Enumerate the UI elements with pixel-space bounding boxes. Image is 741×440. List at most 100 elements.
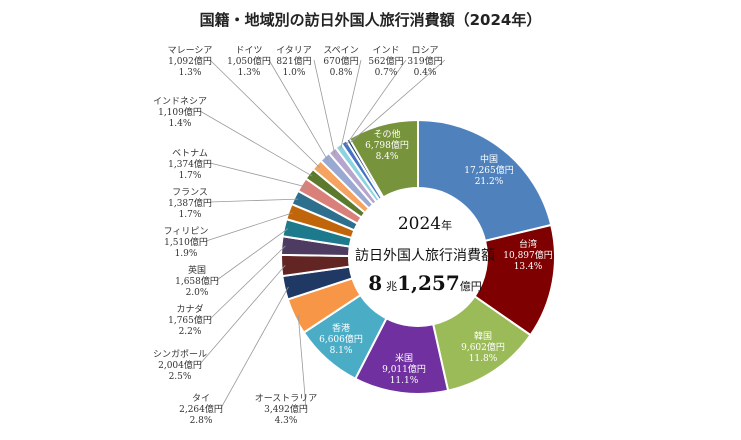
center-subtitle: 訪日外国人旅行消費額 (355, 248, 495, 264)
slice-value: 1,109億円 (158, 106, 202, 118)
center-year: 2024年 (398, 214, 452, 234)
slice-percent: 2.0% (186, 288, 209, 298)
slice-value: 1,092億円 (168, 55, 212, 67)
slice-value: 9,011億円 (382, 363, 426, 375)
slice-label-13: ベトナム 1,374億円 1.7% (168, 148, 212, 181)
slice-percent: 13.4% (514, 262, 543, 272)
slice-label-17: イタリア 821億円 1.0% (276, 45, 312, 78)
slice-name: ドイツ (235, 46, 262, 56)
slice-name: 中国 (480, 153, 498, 165)
slice-percent: 8.1% (330, 346, 353, 356)
slice-percent: 0.4% (414, 68, 437, 78)
center-year-suffix: 年 (441, 218, 452, 232)
slice-value: 2,264億円 (179, 403, 223, 415)
slice-percent: 1.4% (169, 119, 192, 129)
slice-value: 562億円 (368, 55, 403, 67)
slice-percent: 21.2% (475, 177, 504, 187)
slice-name: イタリア (276, 45, 312, 56)
slice-percent: 4.3% (275, 416, 298, 426)
slice-label-10: 英国 1,658億円 2.0% (175, 264, 219, 298)
slice-value: 6,798億円 (365, 139, 409, 151)
slice-label-14: インドネシア 1,109億円 1.4% (153, 96, 207, 129)
leader-line-16 (268, 59, 328, 160)
slice-value: 1,050億円 (227, 55, 271, 67)
slice-label-18: スペイン 670億円 0.8% (323, 46, 358, 78)
slice-label-16: ドイツ 1,050億円 1.3% (227, 46, 271, 78)
slice-percent: 2.2% (179, 327, 202, 337)
slice-label-1: 中国 17,265億円 21.2% (464, 153, 514, 187)
slice-name: その他 (373, 128, 400, 140)
slice-1 (417, 118, 553, 243)
slice-name: タイ (192, 393, 210, 404)
slice-percent: 1.7% (179, 171, 202, 181)
slice-percent: 8.4% (376, 152, 399, 162)
leader-line-12 (209, 198, 299, 203)
slice-value: 1,510億円 (164, 236, 208, 248)
slice-21 (347, 118, 419, 199)
leader-line-14 (199, 110, 313, 177)
slice-label-8: シンガポール 2,004億円 2.5% (153, 349, 207, 382)
slice-name: 英国 (188, 264, 206, 276)
slice-label-5: 香港 6,606億円 8.1% (319, 322, 363, 356)
slice-name: 香港 (332, 322, 350, 334)
slice-value: 10,897億円 (503, 249, 553, 261)
slice-name: シンガポール (153, 349, 207, 360)
slice-percent: 11.8% (469, 354, 498, 364)
slice-value: 1,658億円 (175, 275, 219, 287)
center-year-number: 2024 (398, 214, 441, 234)
slice-percent: 0.7% (375, 68, 398, 78)
leader-line-17 (313, 59, 336, 154)
center-unit-a: 兆 (386, 280, 397, 293)
slice-label-9: カナダ 1,765億円 2.2% (168, 303, 212, 337)
leader-line-10 (216, 228, 289, 281)
slice-name: ベトナム (172, 148, 208, 159)
leader-line-13 (209, 162, 306, 188)
center-total: 2024年 訪日外国人旅行消費額 8 兆1,257億円 (355, 214, 495, 295)
slice-value: 821億円 (276, 55, 311, 67)
center-total-b: 1,257 (397, 271, 460, 295)
slice-value: 1,374億円 (168, 158, 212, 170)
slice-label-7: タイ 2,264億円 2.8% (179, 393, 223, 426)
slice-percent: 0.8% (330, 68, 353, 78)
slice-value: 6,606億円 (319, 333, 363, 345)
slice-name: 韓国 (474, 331, 492, 342)
slice-percent: 1.3% (179, 68, 202, 78)
slice-label-6: オーストラリア 3,492億円 4.3% (255, 393, 318, 426)
slice-value: 670億円 (323, 55, 358, 67)
slice-percent: 11.1% (390, 376, 419, 386)
leader-line-20 (349, 59, 446, 144)
slice-label-11: フィリピン 1,510億円 1.9% (164, 226, 209, 259)
slice-value: 1,765億円 (168, 314, 212, 326)
slice-name: マレーシア (168, 46, 213, 56)
slice-percent: 2.8% (190, 416, 213, 426)
slice-label-2: 台湾 10,897億円 13.4% (503, 238, 553, 272)
chart-title: 国籍・地域別の訪日外国人旅行消費額（2024年） (199, 11, 542, 29)
slice-name: ロシア (411, 46, 438, 56)
slice-name: 米国 (395, 352, 413, 364)
slice-percent: 2.5% (169, 372, 192, 382)
slice-label-4: 米国 9,011億円 11.1% (382, 352, 426, 386)
slice-percent: 1.9% (175, 249, 198, 259)
center-total-value: 8 兆1,257億円 (368, 271, 482, 295)
slice-label-3: 韓国 9,602億円 11.8% (461, 331, 505, 364)
slice-name: オーストラリア (255, 393, 318, 404)
leader-line-15 (209, 59, 320, 168)
slice-value: 17,265億円 (464, 164, 514, 176)
leader-line-11 (205, 212, 293, 242)
center-total-a: 8 (368, 271, 382, 295)
slice-percent: 1.7% (179, 210, 202, 220)
slice-name: スペイン (323, 46, 358, 56)
slice-name: フィリピン (164, 226, 209, 237)
center-unit-b: 億円 (460, 280, 482, 293)
slice-name: インド (372, 46, 399, 56)
slice-label-21: その他 6,798億円 8.4% (365, 128, 409, 162)
leader-line-6 (297, 314, 307, 409)
slice-label-20: ロシア 319億円 0.4% (407, 46, 442, 78)
slice-percent: 1.3% (238, 68, 261, 78)
slice-value: 319億円 (407, 55, 442, 67)
slice-value: 9,602億円 (461, 341, 505, 353)
slice-label-12: フランス 1,387億円 1.7% (168, 187, 212, 220)
slice-name: インドネシア (153, 96, 207, 107)
slice-name: カナダ (176, 303, 203, 315)
